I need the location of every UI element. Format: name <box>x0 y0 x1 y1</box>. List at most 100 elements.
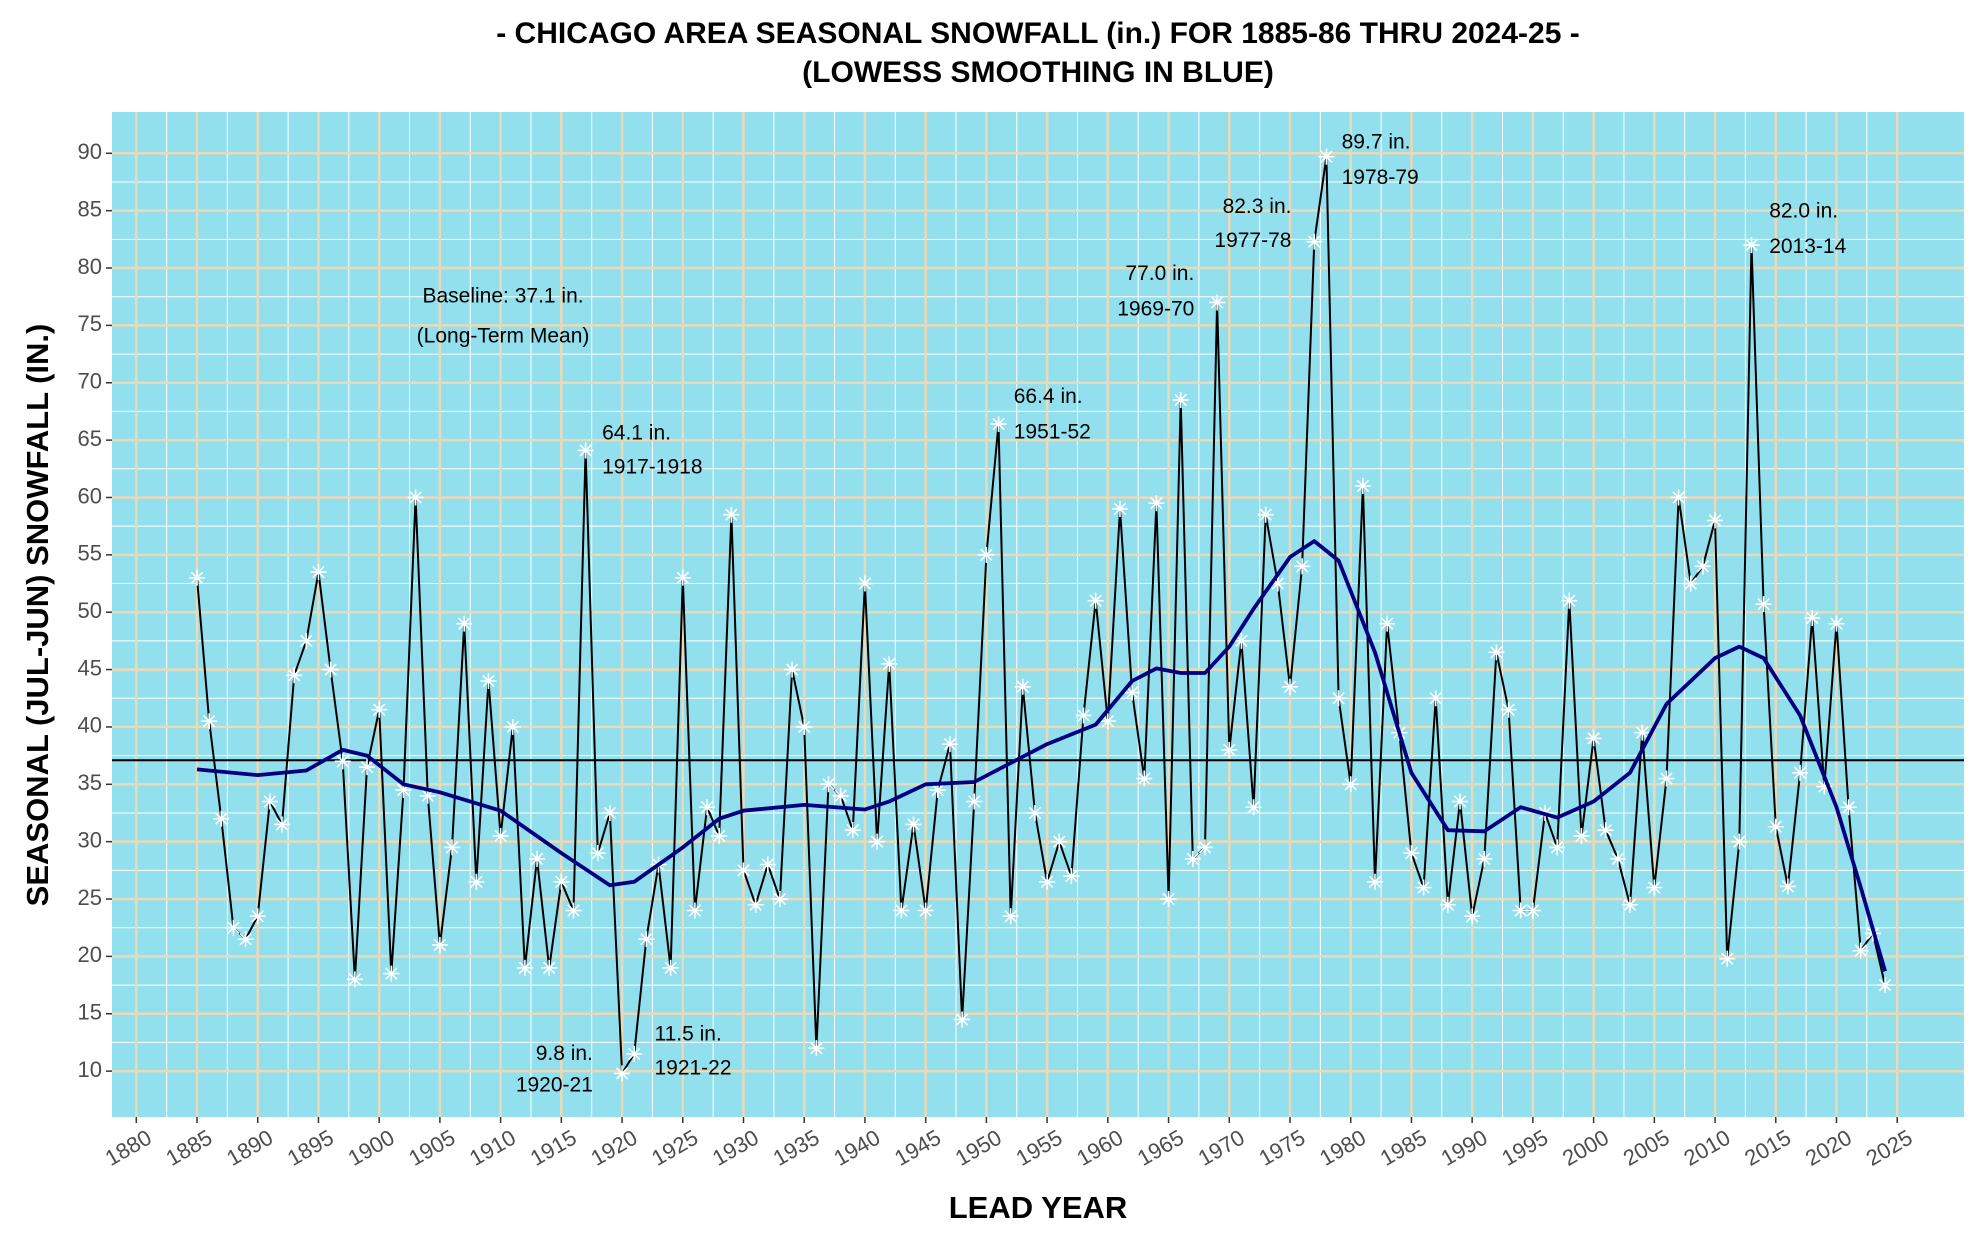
point <box>383 965 400 982</box>
point <box>1209 294 1226 311</box>
annotation-season: 1951-52 <box>1014 420 1091 443</box>
y-tick-label: 20 <box>78 942 102 967</box>
x-tick-label: 1900 <box>344 1125 399 1171</box>
point <box>1427 690 1444 707</box>
point <box>626 1045 643 1062</box>
point <box>1658 770 1675 787</box>
point <box>856 575 873 592</box>
point <box>686 902 703 919</box>
annotation-season: 1969-70 <box>1117 298 1194 321</box>
y-axis-title: SEASONAL (JUL-JUN) SNOWFALL (IN.) <box>20 324 55 907</box>
point <box>1330 690 1347 707</box>
point <box>468 873 485 890</box>
point <box>881 655 898 672</box>
annotation-season: 1978-79 <box>1342 166 1419 189</box>
y-tick-label: 75 <box>78 311 102 336</box>
x-tick-label: 1970 <box>1194 1125 1249 1171</box>
point <box>638 931 655 948</box>
annotation-value: 89.7 in. <box>1342 130 1411 153</box>
point <box>237 931 254 948</box>
x-tick-label: 1945 <box>890 1125 945 1171</box>
x-tick-label: 1960 <box>1072 1125 1127 1171</box>
point <box>1682 575 1699 592</box>
point <box>917 902 934 919</box>
point <box>1852 942 1869 959</box>
x-tick-label: 2025 <box>1862 1125 1917 1171</box>
point <box>699 799 716 816</box>
x-tick-label: 1925 <box>647 1125 702 1171</box>
point <box>1367 873 1383 890</box>
point <box>1111 500 1128 517</box>
x-tick-label: 1915 <box>526 1125 581 1171</box>
point <box>1184 850 1201 867</box>
point <box>371 701 388 718</box>
point <box>1318 148 1335 165</box>
point <box>1269 575 1286 592</box>
y-tick-label: 60 <box>78 483 102 508</box>
point <box>1039 873 1056 890</box>
point <box>1500 701 1517 718</box>
point <box>1476 850 1493 867</box>
y-tick-label: 70 <box>78 369 102 394</box>
chart-title: - CHICAGO AREA SEASONAL SNOWFALL (in.) F… <box>496 17 1580 50</box>
y-tick-label: 45 <box>78 655 102 680</box>
point <box>395 782 412 799</box>
point <box>1792 764 1809 781</box>
point <box>601 804 618 821</box>
point <box>225 919 242 936</box>
point <box>820 776 837 793</box>
x-tick-label: 1955 <box>1012 1125 1067 1171</box>
point <box>1670 489 1687 506</box>
annotation-value: 66.4 in. <box>1014 385 1083 408</box>
point <box>1646 879 1663 896</box>
point <box>1002 908 1019 925</box>
point <box>1087 592 1104 609</box>
point <box>1707 512 1724 529</box>
y-tick-label: 35 <box>78 770 102 795</box>
x-tick-label: 1930 <box>708 1125 763 1171</box>
point <box>905 816 922 833</box>
y-tick-label: 25 <box>78 885 102 910</box>
point <box>407 489 424 506</box>
plot-background <box>112 112 1964 1117</box>
point <box>1877 977 1894 994</box>
point <box>771 891 788 908</box>
point <box>553 873 570 890</box>
point <box>492 827 509 844</box>
x-tick-label: 1950 <box>951 1125 1006 1171</box>
point <box>1051 833 1068 850</box>
annotation-value: 82.3 in. <box>1223 195 1292 218</box>
point <box>298 632 315 649</box>
point <box>747 896 764 913</box>
x-tick-label: 1995 <box>1497 1125 1552 1171</box>
point <box>1512 902 1529 919</box>
baseline-label: Baseline: 37.1 in. <box>422 284 583 307</box>
annotation-value: 82.0 in. <box>1769 200 1838 223</box>
point <box>808 1040 825 1057</box>
annotation-season: 2013-14 <box>1769 235 1846 258</box>
point <box>1099 713 1116 730</box>
annotation-value: 64.1 in. <box>602 422 671 445</box>
point <box>978 546 995 563</box>
x-tick-label: 1885 <box>162 1125 217 1171</box>
point <box>1816 778 1833 795</box>
y-tick-label: 15 <box>78 1000 102 1025</box>
annotation-season: 1920-21 <box>516 1074 593 1097</box>
annotation-season: 1921-22 <box>654 1057 731 1080</box>
point <box>941 736 958 753</box>
point <box>1354 478 1371 495</box>
point <box>1840 799 1857 816</box>
x-tick-label: 2020 <box>1801 1125 1856 1171</box>
point <box>1196 839 1213 856</box>
x-tick-label: 2000 <box>1558 1125 1613 1171</box>
point <box>504 718 521 735</box>
point <box>529 850 546 867</box>
point <box>480 673 497 690</box>
y-tick-label: 10 <box>78 1057 102 1082</box>
y-tick-label: 65 <box>78 426 102 451</box>
point <box>1585 730 1602 747</box>
point <box>1075 707 1092 724</box>
point <box>261 793 278 810</box>
smooth-line <box>196 539 1887 972</box>
point <box>1743 237 1760 254</box>
